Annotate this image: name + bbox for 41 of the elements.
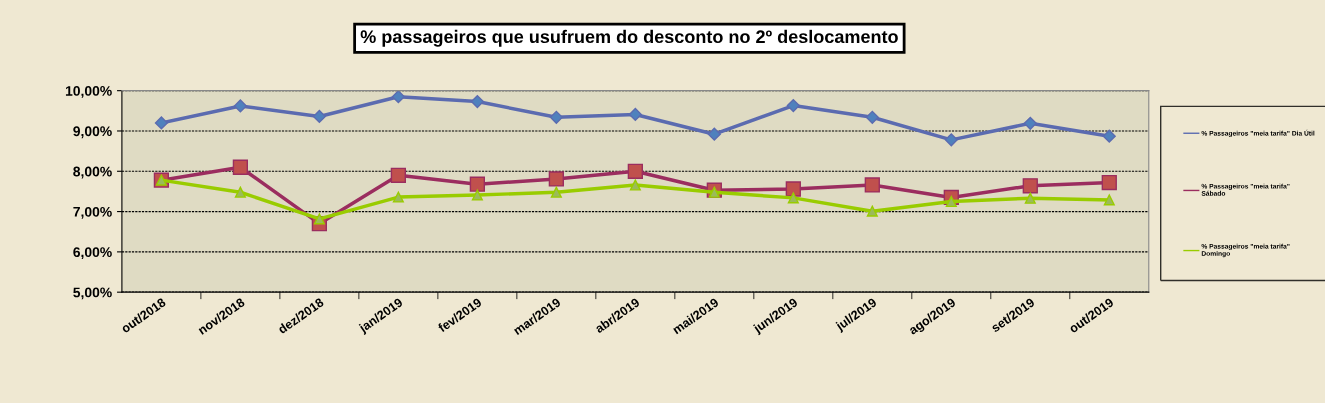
point <box>392 191 404 203</box>
point <box>865 110 879 124</box>
point <box>628 107 642 122</box>
y-tick-label: 5,00% <box>73 287 112 300</box>
point <box>708 186 720 198</box>
y-tick-label: 9,00% <box>73 126 112 139</box>
point <box>629 179 641 191</box>
point <box>866 205 878 217</box>
point <box>787 192 799 204</box>
point <box>945 195 957 208</box>
point <box>549 110 563 124</box>
point <box>154 116 168 130</box>
point <box>785 181 801 197</box>
point <box>1024 192 1036 204</box>
point <box>471 189 483 201</box>
point <box>1102 129 1116 143</box>
point <box>312 109 326 124</box>
point <box>390 167 407 183</box>
point <box>391 90 405 104</box>
point <box>232 159 249 175</box>
point <box>234 186 246 198</box>
point <box>627 163 643 179</box>
point <box>1101 174 1117 191</box>
point <box>1103 194 1115 206</box>
point <box>1022 178 1038 194</box>
point <box>469 176 485 192</box>
point <box>548 171 564 187</box>
point <box>313 213 325 225</box>
point <box>1023 116 1037 130</box>
y-tick-label: 7,00% <box>73 206 112 219</box>
point <box>550 186 562 198</box>
y-tick-label: 10,00% <box>65 86 112 98</box>
y-tick-label: 8,00% <box>73 166 112 179</box>
point <box>233 99 247 113</box>
point <box>707 127 721 141</box>
point <box>944 133 958 147</box>
point <box>786 98 800 113</box>
point <box>864 177 880 193</box>
point <box>470 94 484 109</box>
y-tick-label: 6,00% <box>73 247 112 260</box>
chart-title: % passageiros que usufruem do desconto no 2º deslocamento <box>360 29 898 47</box>
